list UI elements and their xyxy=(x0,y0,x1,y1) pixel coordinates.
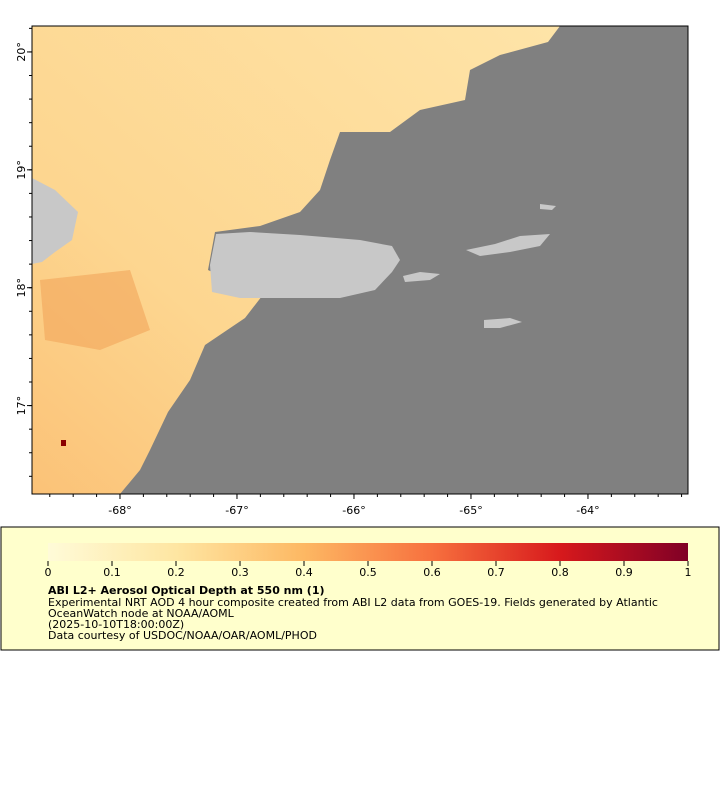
puerto-rico xyxy=(210,232,400,298)
aod-hotspot xyxy=(61,440,66,446)
x-tick-label: -67° xyxy=(225,504,248,517)
x-tick-label: -65° xyxy=(459,504,482,517)
colorbar-tick-label: 0.6 xyxy=(423,566,441,579)
colorbar-tick-label: 0.7 xyxy=(487,566,505,579)
y-tick-label: 17° xyxy=(15,396,28,416)
aod-field xyxy=(32,26,560,494)
colorbar-tick-label: 0.1 xyxy=(103,566,121,579)
x-tick-label: -68° xyxy=(108,504,131,517)
legend-line: OceanWatch node at NOAA/AOML xyxy=(48,607,235,620)
st-croix xyxy=(484,318,522,328)
colorbar-tick-label: 1 xyxy=(685,566,692,579)
virgin-islands xyxy=(466,234,550,256)
legend-line: (2025-10-10T18:00:00Z) xyxy=(48,618,184,631)
vieques xyxy=(403,272,440,282)
colorbar-tick-label: 0.9 xyxy=(615,566,633,579)
legend-line: Data courtesy of USDOC/NOAA/OAR/AOML/PHO… xyxy=(48,629,317,642)
colorbar-tick-label: 0.3 xyxy=(231,566,249,579)
x-tick-label: -66° xyxy=(342,504,365,517)
islet xyxy=(540,204,556,210)
map-frame xyxy=(31,25,689,495)
y-tick-label: 18° xyxy=(15,278,28,298)
colorbar-tick-label: 0.8 xyxy=(551,566,569,579)
colorbar xyxy=(48,543,688,561)
colorbar-tick-label: 0 xyxy=(45,566,52,579)
hispaniola xyxy=(32,178,78,264)
legend-title: ABI L2+ Aerosol Optical Depth at 550 nm … xyxy=(48,584,325,597)
y-tick-label: 20° xyxy=(15,42,28,62)
y-tick-label: 19° xyxy=(15,160,28,180)
colorbar-tick-label: 0.5 xyxy=(359,566,377,579)
aod-high xyxy=(40,270,150,350)
colorbar-tick-label: 0.4 xyxy=(295,566,313,579)
colorbar-tick-label: 0.2 xyxy=(167,566,185,579)
x-tick-label: -64° xyxy=(576,504,599,517)
legend-line: Experimental NRT AOD 4 hour composite cr… xyxy=(48,596,658,609)
